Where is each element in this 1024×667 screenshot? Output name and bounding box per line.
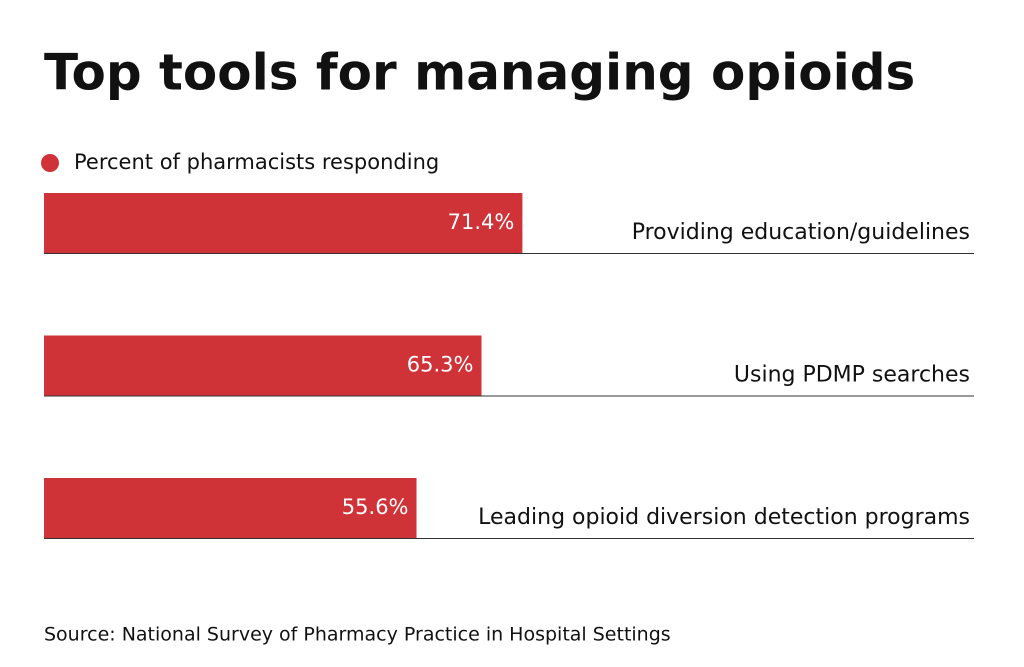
bar bbox=[44, 335, 482, 396]
legend-label: Percent of pharmacists responding bbox=[74, 150, 439, 174]
category-label: Providing education/guidelines bbox=[632, 220, 970, 245]
value-label: 55.6% bbox=[342, 495, 409, 519]
bar bbox=[44, 193, 523, 253]
legend-marker bbox=[41, 154, 59, 172]
category-label: Using PDMP searches bbox=[734, 363, 970, 388]
bar bbox=[44, 478, 417, 538]
chart-title: Top tools for managing opioids bbox=[44, 44, 915, 102]
value-label: 71.4% bbox=[448, 210, 515, 234]
category-label: Leading opioid diversion detection progr… bbox=[478, 505, 970, 530]
value-label: 65.3% bbox=[407, 353, 474, 377]
source-note: Source: National Survey of Pharmacy Prac… bbox=[44, 624, 671, 646]
